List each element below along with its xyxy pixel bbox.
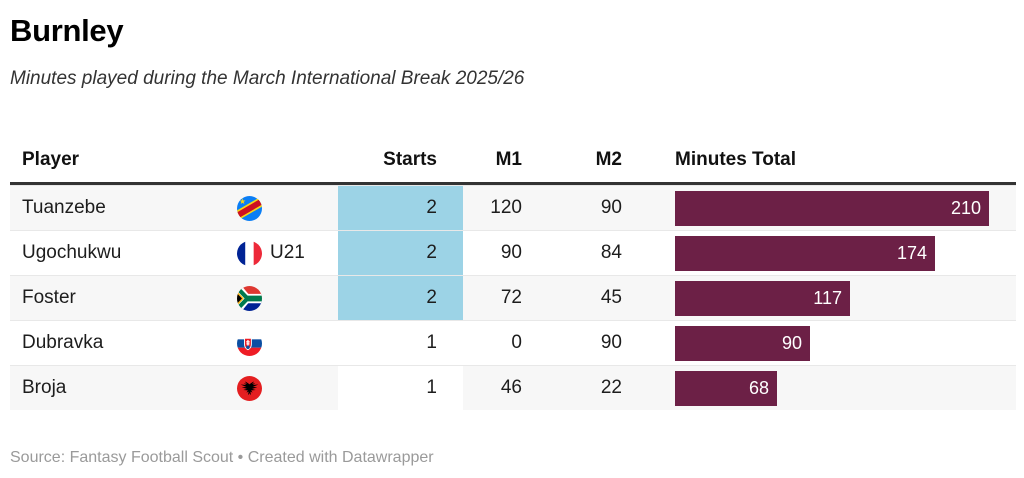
flag-cell bbox=[230, 321, 338, 365]
minutes-total-cell: 68 bbox=[648, 366, 1016, 410]
starts-cell: 1 bbox=[338, 321, 463, 365]
minutes-total-cell: 210 bbox=[648, 186, 1016, 230]
minutes-bar: 210 bbox=[675, 190, 989, 226]
column-header-minutes-total: Minutes Total bbox=[675, 148, 797, 170]
m2-cell: 22 bbox=[600, 377, 622, 398]
france-flag-icon bbox=[237, 240, 262, 266]
bar-value-label: 174 bbox=[896, 242, 927, 263]
table-row: Ugochukwu U21 2 90 84 bbox=[10, 230, 1016, 275]
column-header-player: Player bbox=[22, 148, 80, 170]
dr-congo-flag-icon bbox=[237, 195, 262, 221]
chart-subtitle: Minutes played during the March Internat… bbox=[10, 68, 525, 89]
player-name: Broja bbox=[22, 377, 67, 398]
flag-cell bbox=[230, 186, 338, 230]
bar-value-label: 210 bbox=[950, 197, 981, 218]
m2-cell: 45 bbox=[600, 287, 622, 308]
bar-value-label: 68 bbox=[748, 377, 769, 398]
albania-flag-icon bbox=[237, 375, 262, 401]
minutes-bar: 117 bbox=[675, 280, 850, 316]
minutes-bar: 68 bbox=[675, 370, 777, 406]
m2-cell: 90 bbox=[600, 332, 622, 353]
column-header-starts: Starts bbox=[383, 148, 437, 170]
minutes-total-cell: 90 bbox=[648, 321, 1016, 365]
column-header-m2: M2 bbox=[595, 148, 622, 170]
page-title: Burnley bbox=[10, 13, 124, 48]
minutes-table: Player Starts M1 M2 Minutes Total Tuanze… bbox=[10, 137, 1016, 410]
m1-cell: 72 bbox=[500, 287, 522, 308]
table-row: Tuanzebe 2 120 90 bbox=[10, 185, 1016, 230]
table-header-row: Player Starts M1 M2 Minutes Total bbox=[10, 137, 1016, 185]
south-africa-flag-icon bbox=[237, 285, 262, 311]
bar-value-label: 90 bbox=[781, 332, 802, 353]
m1-cell: 120 bbox=[490, 197, 522, 218]
slovakia-flag-icon bbox=[237, 330, 262, 356]
starts-cell: 2 bbox=[338, 186, 463, 230]
table-row: Foster bbox=[10, 275, 1016, 320]
player-name: Foster bbox=[22, 287, 76, 308]
column-header-m1: M1 bbox=[495, 148, 522, 170]
player-name: Dubravka bbox=[22, 332, 104, 353]
table-row: Broja 1 46 22 68 bbox=[10, 365, 1016, 410]
minutes-bar: 174 bbox=[675, 235, 935, 271]
m1-cell: 0 bbox=[511, 332, 522, 353]
starts-cell: 2 bbox=[338, 231, 463, 275]
bar-value-label: 117 bbox=[813, 287, 842, 308]
flag-cell: U21 bbox=[230, 231, 338, 275]
minutes-total-cell: 174 bbox=[648, 231, 1016, 275]
flag-cell bbox=[230, 366, 338, 410]
m2-cell: 84 bbox=[600, 242, 622, 263]
starts-cell: 1 bbox=[338, 366, 463, 410]
source-attribution: Source: Fantasy Football Scout • Created… bbox=[10, 449, 434, 466]
player-note: U21 bbox=[270, 242, 305, 263]
player-name: Tuanzebe bbox=[22, 197, 106, 218]
m2-cell: 90 bbox=[600, 197, 622, 218]
flag-cell bbox=[230, 276, 338, 320]
minutes-bar: 90 bbox=[675, 325, 810, 361]
table-row: Dubravka 1 bbox=[10, 320, 1016, 365]
m1-cell: 90 bbox=[500, 242, 522, 263]
minutes-total-cell: 117 bbox=[648, 276, 1016, 320]
m1-cell: 46 bbox=[500, 377, 522, 398]
player-name: Ugochukwu bbox=[22, 242, 122, 263]
starts-cell: 2 bbox=[338, 276, 463, 320]
